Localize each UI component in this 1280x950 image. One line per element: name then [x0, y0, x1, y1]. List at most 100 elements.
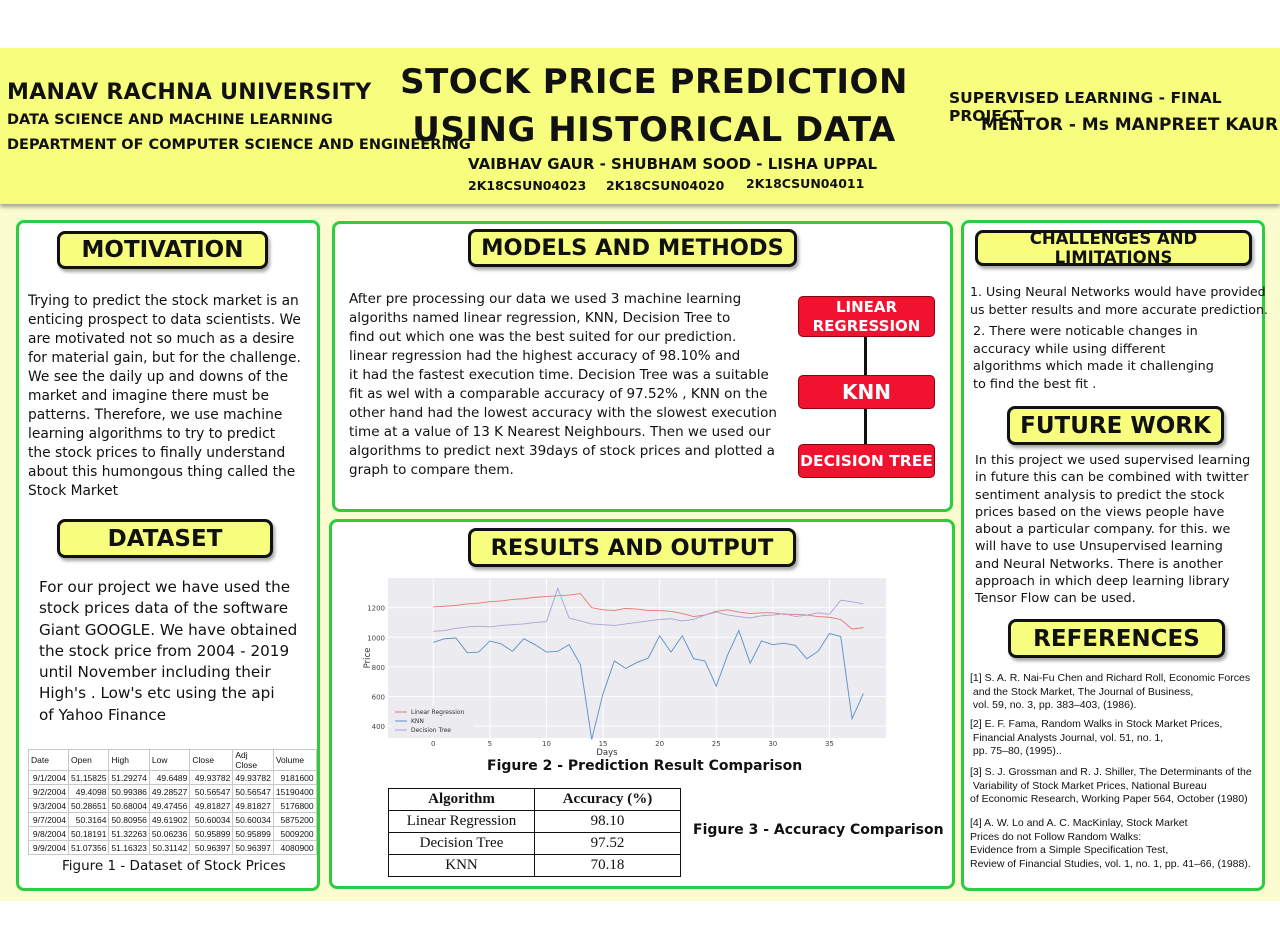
y-tick-label: 1000 [367, 634, 385, 642]
table-cell: 51.16323 [108, 840, 150, 855]
table-cell: 50.18191 [67, 826, 110, 841]
challenges-point-2: 2. There were noticable changes in accura… [973, 323, 1258, 393]
reference-line: [2] E. F. Fama, Random Walks in Stock Ma… [970, 718, 1223, 730]
dataset-heading: DATASET [57, 519, 273, 558]
table-cell: 50.60034 [232, 812, 274, 827]
accuracy-table: Algorithm Accuracy (%) Linear Regression 98… [388, 788, 681, 877]
table-row: 9/2/2004 49.4098 50.99386 49.28527 50.56547 5… [28, 784, 317, 799]
table-cell: 49.93782 [232, 770, 274, 785]
table-cell: 50.96397 [232, 840, 274, 855]
table-cell: 9/1/2004 [28, 770, 69, 785]
motivation-line: learning algorithms to try to predict [28, 426, 276, 442]
motivation-line: We see the daily up and downs of the [28, 369, 289, 385]
table-cell: 49.81827 [232, 798, 274, 813]
models-line: it had the fastest execution time. Decis… [349, 367, 769, 383]
models-line: time at a value of 13 K Nearest Neighbou… [349, 424, 771, 440]
dataset-table: Date Open High Low Close Adj Close Volume 9/1/2… [28, 749, 317, 855]
table-header-row: Date Open High Low Close Adj Close Volume [28, 749, 317, 771]
reference-item: [4] A. W. Lo and A. C. MacKinlay, Stock … [970, 817, 1251, 871]
roll-number: 2K18CSUN04011 [746, 176, 865, 191]
table-cell: 50.56547 [189, 784, 234, 799]
table-cell: 5875200 [272, 812, 317, 827]
institution-block: MANAV RACHNA UNIVERSITY DATA SCIENCE AND… [7, 80, 471, 153]
roll-number: 2K18CSUN04020 [606, 178, 725, 193]
flow-decision-tree: DECISION TREE [798, 444, 935, 478]
reference-line: and the Stock Market, The Journal of Bus… [970, 685, 1194, 698]
poster-header [0, 48, 1280, 204]
models-line: fit as wel with a comparable accuracy of… [349, 386, 768, 402]
table-cell: 50.31142 [148, 840, 191, 855]
motivation-line: patterns. Therefore, we use machine [28, 407, 283, 423]
table-row: 9/9/2004 51.07356 51.16323 50.31142 50.96397… [28, 840, 317, 855]
flow-knn: KNN [798, 375, 935, 409]
column-header: Close [189, 749, 234, 771]
table-cell: 49.81827 [189, 798, 234, 813]
models-line: algorithms to predict next 39days of sto… [349, 443, 775, 459]
results-heading: RESULTS AND OUTPUT [468, 528, 796, 567]
poster-title: STOCK PRICE PREDICTION USING HISTORICAL … [398, 58, 910, 154]
future-work-line: approach in which deep learning library [975, 574, 1230, 590]
title-line-1: STOCK PRICE PREDICTION [400, 62, 908, 102]
challenges-line: algorithms which made it challenging [973, 359, 1214, 374]
series-line-linear-regression [433, 593, 864, 630]
reference-line: [3] S. J. Grossman and R. J. Shiller, Th… [970, 766, 1252, 778]
table-header-row: Algorithm Accuracy (%) [388, 788, 681, 811]
models-line: linear regression had the highest accura… [349, 348, 741, 364]
flow-linear-regression: LINEAR REGRESSION [798, 296, 935, 337]
models-line: other hand had the lowest accuracy with … [349, 405, 777, 421]
table-cell: 49.61902 [148, 812, 191, 827]
x-tick-label: 35 [825, 740, 834, 748]
y-tick-label: 400 [372, 723, 385, 731]
table-cell: 4080900 [272, 840, 317, 855]
references-heading: REFERENCES [1008, 619, 1225, 658]
challenges-line: 2. There were noticable changes in [973, 324, 1198, 339]
models-line: find out which one was the best suited f… [349, 329, 737, 345]
figure1-caption: Figure 1 - Dataset of Stock Prices [62, 858, 286, 874]
dataset-line: stock prices data of the software [39, 599, 289, 618]
column-header: Adj Close [232, 749, 274, 771]
prediction-chart: 400 600 800 1000 1200 0 5 10 15 20 25 30 35 Days Price… [363, 578, 886, 758]
future-work-text: In this project we used supervised learn… [975, 452, 1260, 608]
reference-line: vol. 59, no. 3, pp. 383–403, (1986). [970, 699, 1137, 711]
future-work-line: will have to use Unsupervised learning [975, 539, 1223, 555]
table-cell: 70.18 [534, 854, 681, 877]
y-tick-label: 800 [372, 664, 385, 672]
legend-label: Linear Regression [411, 709, 465, 716]
table-cell: 50.80956 [108, 812, 150, 827]
table-cell: 97.52 [534, 832, 681, 855]
mentor-name: MENTOR - Ms MANPREET KAUR [981, 115, 1279, 135]
challenges-point-1: 1. Using Neural Networks would have prov… [970, 283, 1268, 319]
reference-line: Review of Financial Studies, vol. 1, no.… [970, 857, 1251, 870]
x-axis-label: Days [596, 748, 618, 758]
table-cell: 50.95899 [232, 826, 274, 841]
figure3-caption: Figure 3 - Accuracy Comparison [693, 822, 944, 838]
motivation-line: about this humongous thing called the [28, 464, 296, 480]
table-cell: 50.95899 [189, 826, 234, 841]
flow-connector [864, 409, 867, 444]
table-cell: 49.93782 [189, 770, 234, 785]
dataset-line: the stock price from 2004 - 2019 [39, 641, 290, 660]
figure2-caption: Figure 2 - Prediction Result Comparison [487, 758, 803, 774]
table-cell: 98.10 [534, 810, 681, 833]
x-tick-label: 0 [431, 740, 435, 748]
table-cell: Decision Tree [388, 832, 535, 855]
table-cell: 51.32263 [108, 826, 150, 841]
table-cell: 9/2/2004 [28, 784, 69, 799]
reference-line: of Economic Research, Working Paper 564,… [970, 793, 1248, 805]
table-cell: 9/8/2004 [28, 826, 69, 841]
motivation-line: enticing prospect to data scientists. We [28, 312, 301, 328]
future-work-line: about a particular company. for this. we [975, 522, 1231, 538]
reference-item: [1] S. A. R. Nai-Fu Chen and Richard Rol… [970, 672, 1250, 713]
table-row: KNN 70.18 [388, 854, 681, 877]
table-cell: 50.56547 [232, 784, 274, 799]
motivation-line: are motivated not so much as a desire [28, 331, 295, 347]
motivation-heading: MOTIVATION [57, 231, 268, 269]
dataset-text: For our project we have used the stock pr… [39, 577, 314, 726]
dataset-line: until November including their [39, 663, 271, 682]
series-line-knn [433, 629, 864, 740]
x-tick-label: 25 [712, 740, 721, 748]
table-cell: 15190400 [272, 784, 317, 799]
table-cell: 50.68004 [108, 798, 150, 813]
motivation-line: for material gain, but for the challenge… [28, 350, 301, 366]
models-line: algoriths named linear regression, KNN, … [349, 310, 731, 326]
